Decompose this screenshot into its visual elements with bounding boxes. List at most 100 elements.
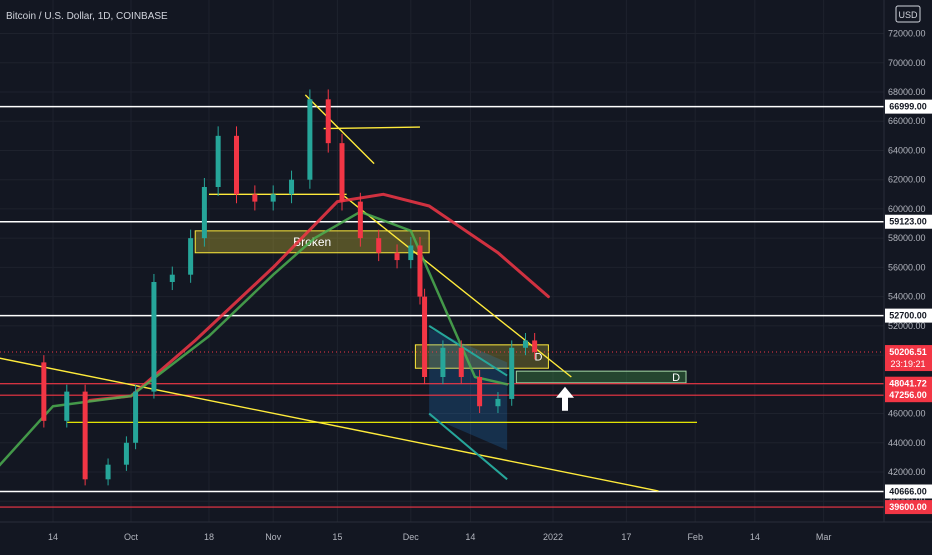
y-tick-label: 72000.00 <box>888 29 926 39</box>
candle <box>234 126 239 204</box>
candle-body <box>532 340 538 353</box>
x-tick-label: Oct <box>124 532 139 542</box>
candle-body <box>325 99 331 144</box>
candle <box>440 340 446 385</box>
candle-body <box>408 245 414 261</box>
candle-body <box>41 362 47 421</box>
candle <box>477 369 483 414</box>
candle <box>394 244 400 269</box>
x-tick-label: 2022 <box>543 532 563 542</box>
currency-button[interactable]: USD <box>895 5 921 23</box>
candle-body <box>440 347 446 377</box>
candle-body <box>477 377 483 407</box>
price-tag <box>885 484 932 499</box>
candle-body <box>376 238 382 253</box>
candle-body <box>201 187 207 239</box>
candle-body <box>151 282 157 392</box>
price-tag <box>885 308 932 323</box>
candle-body <box>270 194 276 202</box>
y-tick-label: 54000.00 <box>888 292 926 302</box>
trend-line <box>428 325 508 377</box>
y-tick-label: 46000.00 <box>888 409 926 419</box>
candle <box>82 384 88 486</box>
price-tag-label: 40666.00 <box>889 486 927 496</box>
candle <box>408 237 414 269</box>
y-tick-label: 56000.00 <box>888 262 926 272</box>
candle <box>270 185 276 211</box>
candle <box>188 229 194 283</box>
price-tag <box>885 388 932 403</box>
candle <box>133 384 139 450</box>
last-price-tag <box>885 345 932 372</box>
candle <box>41 355 47 428</box>
price-tag-label: 47256.00 <box>889 390 927 400</box>
candle-body <box>234 135 239 195</box>
x-tick-label: 15 <box>332 532 342 542</box>
candle <box>252 185 258 211</box>
price-tag-label: 39600.00 <box>889 502 927 512</box>
candle-body <box>64 391 70 421</box>
countdown-label: 23:19:21 <box>890 359 925 369</box>
candle <box>357 192 363 247</box>
x-tick-label: 17 <box>621 532 631 542</box>
x-tick-label: 14 <box>750 532 760 542</box>
candle-body <box>215 135 221 187</box>
symbol-title: Bitcoin / U.S. Dollar, 1D, COINBASE <box>6 11 168 22</box>
candle <box>417 237 423 305</box>
candle <box>339 133 345 211</box>
candle-body <box>289 179 295 195</box>
candle-body <box>188 238 194 275</box>
candle-body <box>252 194 258 202</box>
candle <box>201 178 207 247</box>
y-tick-label: 70000.00 <box>888 58 926 68</box>
x-tick-label: 18 <box>204 532 214 542</box>
zone-1 <box>515 370 687 384</box>
candle-body <box>458 347 464 377</box>
candle-body <box>133 391 139 443</box>
y-tick-label: 44000.00 <box>888 438 926 448</box>
zone-2 <box>414 344 549 369</box>
price-tag-label: 52700.00 <box>889 311 927 321</box>
price-tag <box>885 214 932 229</box>
x-tick-label: Nov <box>265 532 282 542</box>
trend-line <box>323 126 420 130</box>
y-tick-label: 42000.00 <box>888 467 926 477</box>
trend-line <box>428 412 508 481</box>
x-tick-label: Feb <box>687 532 703 542</box>
candle-body <box>339 143 345 202</box>
candle-body <box>417 245 423 297</box>
x-tick-label: Dec <box>403 532 420 542</box>
price-tag-label: 59123.00 <box>889 217 927 227</box>
y-tick-label: 60000.00 <box>888 204 926 214</box>
up-arrow-icon <box>556 386 574 411</box>
candle-body <box>105 464 111 480</box>
candle <box>64 384 70 428</box>
candle <box>169 266 175 291</box>
candle <box>307 89 313 189</box>
x-tick-label: 14 <box>48 532 58 542</box>
y-tick-label: 64000.00 <box>888 145 926 155</box>
y-tick-label: 58000.00 <box>888 233 926 243</box>
candle-body <box>307 99 313 180</box>
candle <box>151 273 157 399</box>
candle <box>522 333 528 356</box>
price-tag <box>885 99 932 114</box>
candle <box>215 126 221 196</box>
y-tick-label: 62000.00 <box>888 175 926 185</box>
channel-box <box>429 328 508 451</box>
candle-body <box>495 398 501 407</box>
y-tick-label: 52000.00 <box>888 321 926 331</box>
last-price-label: 50206.51 <box>889 347 927 357</box>
candle <box>289 170 295 204</box>
candle-body <box>509 347 515 399</box>
candle-body <box>522 340 528 348</box>
candle-body <box>82 391 88 480</box>
x-tick-label: 14 <box>465 532 475 542</box>
x-tick-label: Mar <box>816 532 832 542</box>
candle-body <box>422 296 428 377</box>
zone-label: D <box>534 352 542 364</box>
price-tag <box>885 500 932 515</box>
candle-body <box>394 252 400 261</box>
